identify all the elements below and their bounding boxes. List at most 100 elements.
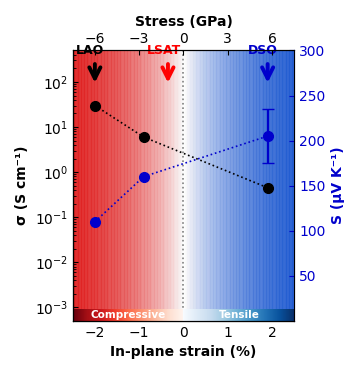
Bar bbox=[249, 51, 250, 321]
Bar bbox=[167, 51, 168, 321]
Bar bbox=[200, 51, 201, 321]
Bar bbox=[265, 51, 266, 321]
Bar bbox=[264, 51, 265, 321]
Bar bbox=[169, 51, 170, 321]
Bar bbox=[273, 51, 274, 321]
Bar bbox=[159, 51, 160, 321]
Bar bbox=[218, 51, 219, 321]
Bar bbox=[241, 51, 242, 321]
Bar bbox=[160, 51, 161, 321]
Bar bbox=[261, 51, 262, 321]
Bar bbox=[149, 51, 150, 321]
Bar bbox=[221, 51, 222, 321]
Bar bbox=[150, 51, 151, 321]
Bar bbox=[274, 51, 275, 321]
Bar bbox=[161, 51, 162, 321]
Bar bbox=[255, 51, 256, 321]
Bar bbox=[174, 51, 175, 321]
Bar bbox=[83, 51, 84, 321]
Bar bbox=[123, 51, 124, 321]
Bar bbox=[225, 51, 226, 321]
Bar bbox=[187, 51, 188, 321]
Bar bbox=[190, 51, 191, 321]
Bar bbox=[128, 51, 129, 321]
Bar bbox=[100, 51, 101, 321]
Bar bbox=[87, 51, 88, 321]
Bar bbox=[267, 51, 268, 321]
Bar bbox=[277, 51, 278, 321]
Bar bbox=[189, 51, 190, 321]
Bar bbox=[136, 51, 137, 321]
Bar bbox=[107, 51, 108, 321]
Bar bbox=[180, 51, 181, 321]
Bar bbox=[147, 51, 148, 321]
Bar bbox=[240, 51, 241, 321]
Bar bbox=[288, 51, 289, 321]
Bar bbox=[217, 51, 218, 321]
Bar bbox=[284, 51, 285, 321]
Bar bbox=[166, 51, 167, 321]
Bar bbox=[230, 51, 231, 321]
Bar bbox=[146, 51, 147, 321]
Bar bbox=[224, 51, 225, 321]
Bar bbox=[259, 51, 260, 321]
Bar bbox=[92, 51, 93, 321]
Bar bbox=[114, 51, 115, 321]
Bar bbox=[203, 51, 204, 321]
Bar bbox=[117, 51, 118, 321]
Bar bbox=[184, 51, 185, 321]
Bar bbox=[97, 51, 98, 321]
Bar bbox=[211, 51, 212, 321]
Bar bbox=[151, 51, 152, 321]
Bar bbox=[233, 51, 234, 321]
Bar bbox=[172, 51, 173, 321]
Bar bbox=[88, 51, 89, 321]
Bar bbox=[263, 51, 264, 321]
Y-axis label: S (μV K⁻¹): S (μV K⁻¹) bbox=[331, 147, 345, 225]
Bar bbox=[214, 51, 215, 321]
Bar bbox=[236, 51, 237, 321]
Bar bbox=[175, 51, 176, 321]
Bar bbox=[269, 51, 270, 321]
Bar bbox=[148, 51, 149, 321]
Bar bbox=[238, 51, 239, 321]
Bar bbox=[126, 51, 127, 321]
Bar bbox=[292, 51, 293, 321]
Bar bbox=[152, 51, 153, 321]
Bar bbox=[293, 51, 294, 321]
Bar bbox=[138, 51, 139, 321]
Bar bbox=[193, 51, 194, 321]
Bar bbox=[162, 51, 163, 321]
Bar bbox=[220, 51, 221, 321]
Bar bbox=[272, 51, 273, 321]
Bar bbox=[105, 51, 106, 321]
Bar bbox=[141, 51, 142, 321]
Bar bbox=[108, 51, 109, 321]
Bar bbox=[235, 51, 236, 321]
Bar bbox=[139, 51, 140, 321]
Bar bbox=[134, 51, 135, 321]
Bar bbox=[79, 51, 80, 321]
Bar bbox=[258, 51, 259, 321]
Bar bbox=[188, 51, 189, 321]
Bar bbox=[247, 51, 248, 321]
Bar bbox=[244, 51, 245, 321]
Bar bbox=[279, 51, 280, 321]
Bar bbox=[168, 51, 169, 321]
Bar bbox=[186, 51, 187, 321]
Bar bbox=[125, 51, 126, 321]
Bar bbox=[81, 51, 82, 321]
Bar bbox=[212, 51, 213, 321]
Bar bbox=[153, 51, 154, 321]
Bar bbox=[143, 51, 144, 321]
Bar bbox=[286, 51, 287, 321]
Bar bbox=[124, 51, 125, 321]
Bar bbox=[96, 51, 97, 321]
Bar bbox=[135, 51, 136, 321]
Bar bbox=[290, 51, 291, 321]
Bar bbox=[179, 51, 180, 321]
Bar bbox=[268, 51, 269, 321]
Bar bbox=[291, 51, 292, 321]
Bar bbox=[142, 51, 143, 321]
Bar bbox=[216, 51, 217, 321]
